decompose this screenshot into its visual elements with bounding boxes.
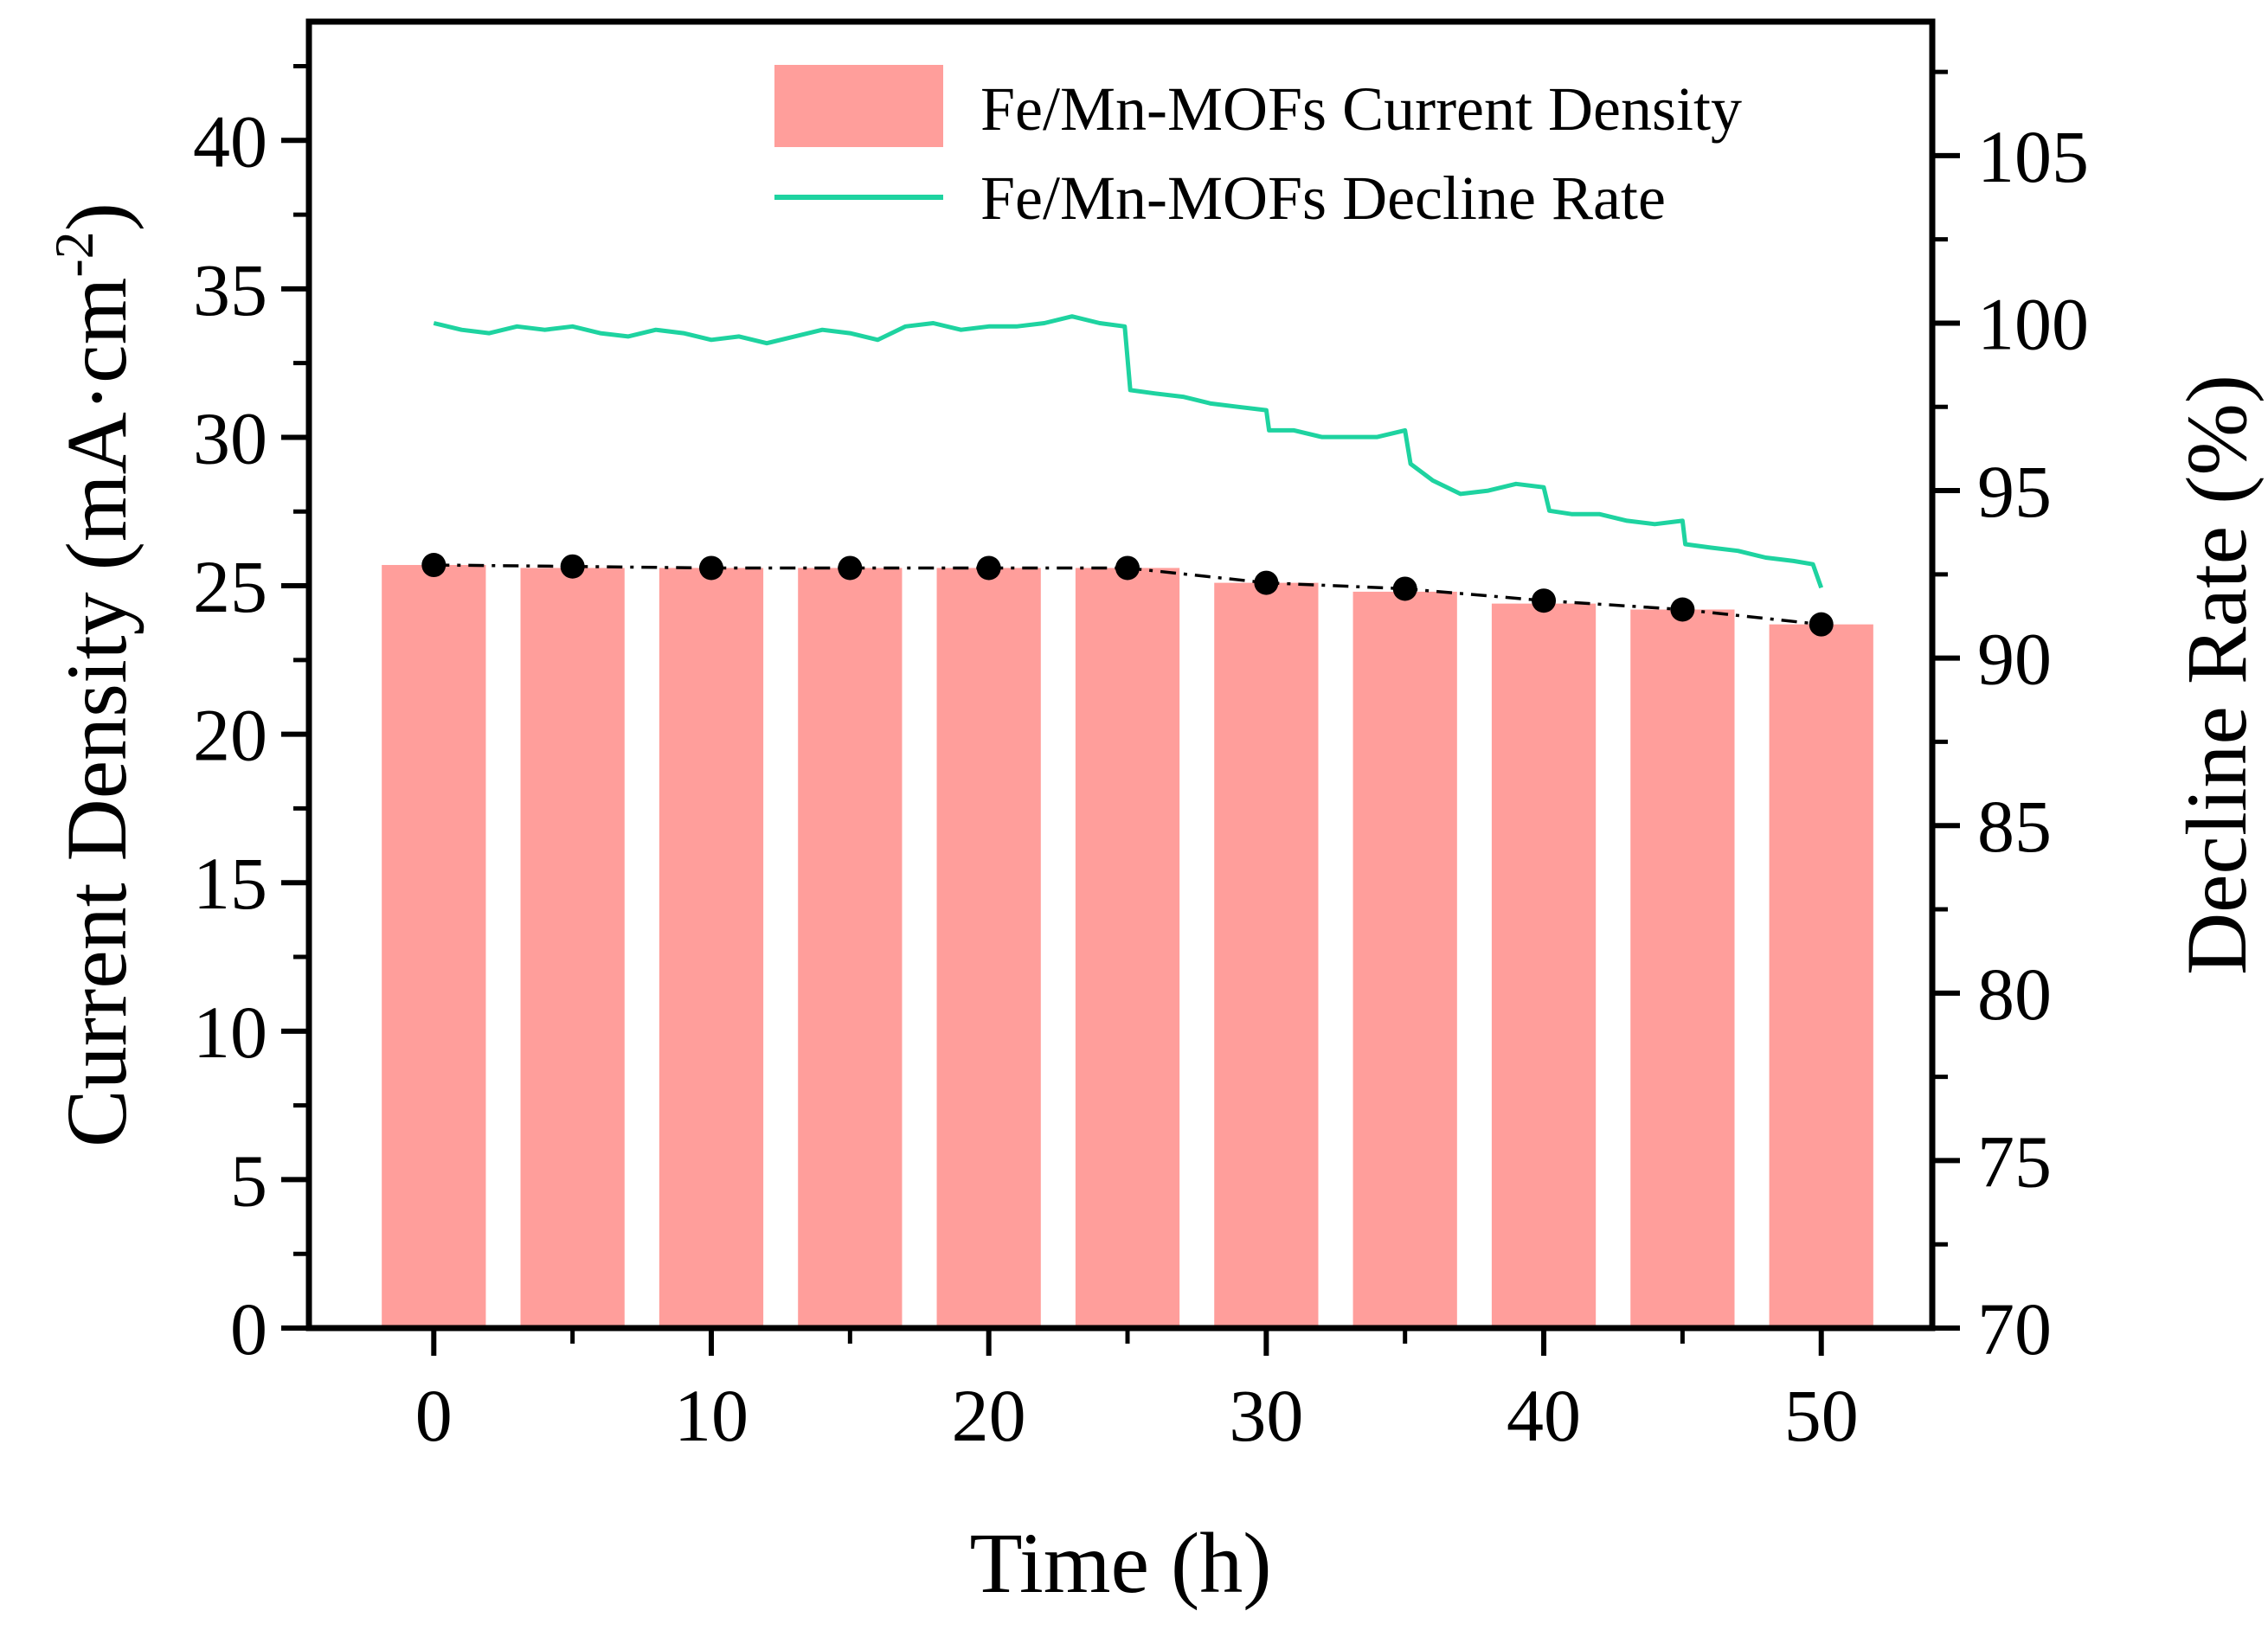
y-right-tick-label-75: 75 — [1977, 1120, 2052, 1203]
plot-frame — [305, 18, 1936, 1332]
y-left-tick-label-5: 5 — [230, 1139, 267, 1222]
legend-swatch-current-density — [774, 65, 943, 147]
y-left-tick-label-0: 0 — [230, 1287, 267, 1370]
current-density-point-t35 — [1392, 576, 1417, 601]
current-density-point-t10 — [698, 555, 723, 581]
bar-t5 — [520, 568, 625, 1328]
decline-rate-series — [433, 314, 1824, 589]
bar-t25 — [1075, 568, 1180, 1328]
x-axis: 0 10 20 30 40 50 — [415, 1328, 1859, 1457]
y-left-tick-label-10: 10 — [193, 991, 267, 1074]
y-right-tick-label-105: 105 — [1977, 115, 2089, 198]
bar-t40 — [1491, 603, 1597, 1328]
bar-t35 — [1352, 591, 1457, 1328]
x-tick-label-10: 10 — [674, 1374, 749, 1457]
x-tick-label-50: 50 — [1784, 1374, 1859, 1457]
current-density-point-t5 — [560, 554, 585, 579]
bar-t0 — [382, 565, 486, 1328]
bar-t20 — [936, 568, 1041, 1328]
x-tick-label-30: 30 — [1229, 1374, 1303, 1457]
bar-t45 — [1630, 609, 1735, 1328]
legend: Fe/Mn-MOFs Current Density Fe/Mn-MOFs De… — [774, 65, 1742, 233]
current-density-point-t20 — [976, 555, 1001, 581]
y-left-tick-label-20: 20 — [193, 694, 267, 777]
y-left-tick-label-15: 15 — [193, 842, 267, 925]
current-density-point-t45 — [1670, 597, 1695, 622]
y-right-tick-label-90: 90 — [1977, 618, 2052, 701]
current-density-point-t40 — [1532, 588, 1557, 613]
y-axis-left-title-superscript: -2 — [43, 231, 105, 277]
y-left-tick-label-35: 35 — [193, 248, 267, 331]
y-axis-right: 70 75 80 85 90 95 100 105 — [1932, 69, 2089, 1370]
current-density-point-t0 — [421, 553, 447, 578]
current-density-point-t50 — [1809, 612, 1834, 637]
y-axis-left-title-main: Current Density (mA·cm — [48, 278, 145, 1147]
y-left-tick-label-25: 25 — [193, 545, 267, 628]
current-density-point-t15 — [838, 555, 863, 581]
bar-t30 — [1214, 582, 1319, 1328]
current-density-point-t30 — [1254, 570, 1279, 595]
y-left-tick-label-30: 30 — [193, 396, 267, 479]
y-right-tick-label-80: 80 — [1977, 953, 2052, 1036]
decline-rate-line — [433, 314, 1824, 589]
current-density-point-t25 — [1115, 555, 1140, 581]
y-left-tick-label-40: 40 — [193, 99, 267, 183]
y-right-tick-label-95: 95 — [1977, 450, 2052, 533]
current-density-points-series — [421, 553, 1834, 637]
x-tick-label-40: 40 — [1507, 1374, 1581, 1457]
y-axis-left-title-close: ) — [48, 202, 145, 231]
bar-t50 — [1769, 624, 1873, 1328]
y-axis-left: 0 5 10 15 20 25 30 35 40 — [193, 63, 309, 1370]
y-axis-left-title: Current Density (mA·cm-2) — [43, 202, 145, 1147]
y-right-tick-label-100: 100 — [1977, 282, 2089, 365]
bar-t15 — [798, 568, 903, 1328]
legend-label-decline-rate: Fe/Mn-MOFs Decline Rate — [980, 164, 1666, 233]
legend-label-current-density: Fe/Mn-MOFs Current Density — [980, 74, 1742, 144]
x-tick-label-0: 0 — [415, 1374, 453, 1457]
x-tick-label-20: 20 — [952, 1374, 1026, 1457]
y-axis-right-title: Decline Rate (%) — [2168, 375, 2265, 975]
y-right-tick-label-85: 85 — [1977, 785, 2052, 868]
bar-t10 — [659, 568, 764, 1328]
y-right-tick-label-70: 70 — [1977, 1287, 2052, 1370]
bar-series — [382, 565, 1873, 1328]
x-axis-title: Time (h) — [969, 1515, 1271, 1611]
